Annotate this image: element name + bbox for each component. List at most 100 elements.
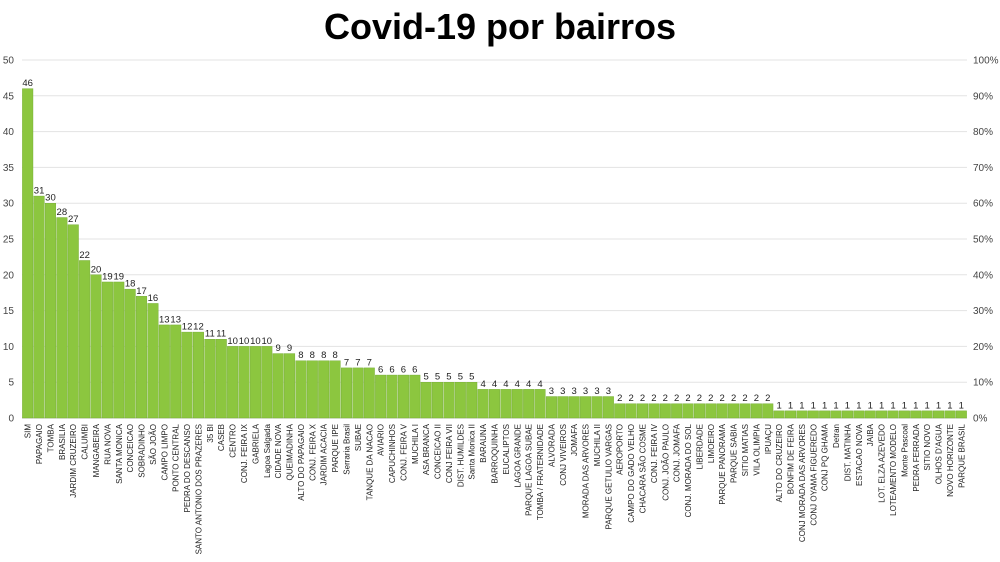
bar [523, 389, 535, 419]
category-label: QUEIMADINHA [286, 423, 295, 480]
bar [682, 403, 694, 419]
category-label: JAIBA [866, 423, 875, 446]
bar [591, 396, 603, 419]
data-label: 12 [182, 322, 193, 333]
bar [204, 339, 216, 419]
data-label: 18 [125, 279, 136, 290]
y-tick-label: 45 [3, 91, 15, 102]
data-label: 3 [594, 386, 599, 397]
data-label: 4 [537, 379, 542, 390]
bar [352, 367, 364, 419]
y2-tick-label: 80% [973, 127, 993, 138]
data-label: 2 [754, 393, 759, 404]
category-label: CAMPO DO GADO VELHO [627, 424, 636, 523]
bar [705, 403, 717, 419]
y2-tick-label: 20% [973, 342, 993, 353]
category-label: ALTO DO CRUZEIRO [775, 424, 784, 502]
chart-title: Covid-19 por bairros [323, 6, 677, 47]
category-label: Santa Monica II [468, 424, 477, 480]
category-label: ASA BRANCA [422, 423, 431, 475]
bar [113, 281, 125, 419]
data-label: 11 [216, 329, 226, 340]
category-label: SITIO NOVO [923, 424, 932, 471]
data-label: 10 [262, 336, 273, 347]
category-label: ALTO DO PAPAGAIO [297, 424, 306, 501]
data-label: 2 [697, 393, 702, 404]
bar [716, 403, 728, 419]
bar [147, 303, 159, 419]
category-label: BRASILIA [58, 423, 67, 460]
y-tick-label: 15 [3, 306, 15, 317]
data-label: 7 [367, 357, 372, 368]
bar [910, 410, 922, 419]
category-label: CONJ MORADA DAS ARVORES [798, 424, 807, 542]
bar [739, 403, 751, 419]
data-label: 17 [136, 286, 147, 297]
category-label: CONCEICAO II [434, 424, 443, 479]
bar [181, 331, 193, 419]
bar [33, 195, 45, 419]
bar [261, 346, 273, 419]
category-label: AEROPORTO [616, 424, 625, 475]
data-label: 7 [355, 357, 360, 368]
y-tick-label: 50 [3, 56, 15, 67]
category-label: MORADA DAS ARVORES [582, 424, 591, 518]
bar [409, 374, 421, 419]
y-tick-label: 10 [3, 342, 15, 353]
data-label: 1 [868, 400, 873, 411]
bar [375, 374, 387, 419]
category-label: PARQUE IPE [331, 424, 340, 472]
data-label: 19 [102, 271, 113, 282]
category-label: SOBRADINHO [138, 424, 147, 478]
data-label: 10 [239, 336, 250, 347]
data-label: 2 [674, 393, 679, 404]
category-label: EUCALIPTOS [502, 424, 511, 475]
data-label: 2 [765, 393, 770, 404]
bar [796, 410, 808, 419]
category-label: LIBERDADE [695, 424, 704, 469]
bar [22, 88, 34, 419]
bar [944, 410, 956, 419]
category-label: VILA OLIMPIA [752, 423, 761, 475]
category-label: SUBAE [354, 424, 363, 451]
data-label: 3 [549, 386, 554, 397]
data-label: 9 [287, 343, 292, 354]
bar [568, 396, 580, 419]
data-label: 2 [640, 393, 645, 404]
bar [295, 360, 307, 419]
bar [238, 346, 250, 419]
bar [397, 374, 409, 419]
data-label: 2 [628, 393, 633, 404]
category-label: PEDRA DO DESCANSO [183, 424, 192, 512]
category-label: BONFIM DE FEIRA [787, 423, 796, 494]
data-label: 30 [45, 193, 56, 204]
category-label: SANTA MONICA [115, 423, 124, 484]
data-label: 5 [446, 372, 451, 383]
category-label: JARDIM ACACIA [320, 423, 329, 485]
bar [898, 410, 910, 419]
category-label: JOMAFA [570, 423, 579, 456]
bar [614, 403, 626, 419]
y2-tick-label: 0% [973, 414, 988, 425]
data-label: 16 [148, 293, 159, 304]
bar [432, 382, 444, 419]
bar [443, 382, 455, 419]
data-label: 28 [57, 207, 68, 218]
data-label: 1 [925, 400, 930, 411]
category-label: LAGOA GRANDE [513, 424, 522, 488]
category-label: CONJ. FEIRA IV [650, 423, 659, 483]
bar [158, 324, 170, 419]
bar [602, 396, 614, 419]
bar [420, 382, 432, 419]
bar [466, 382, 478, 419]
data-label: 4 [492, 379, 497, 390]
bar [557, 396, 569, 419]
category-label: SITIO MATIAS [741, 424, 750, 476]
category-label: BARROQUINHA [491, 423, 500, 483]
category-label: MUCHILA I [411, 424, 420, 464]
bar [762, 403, 774, 419]
category-label: PARQUE LAGOA SUBAE [525, 424, 534, 516]
bar [329, 360, 341, 419]
category-label: CONJ PQ GHAMA [821, 423, 830, 491]
